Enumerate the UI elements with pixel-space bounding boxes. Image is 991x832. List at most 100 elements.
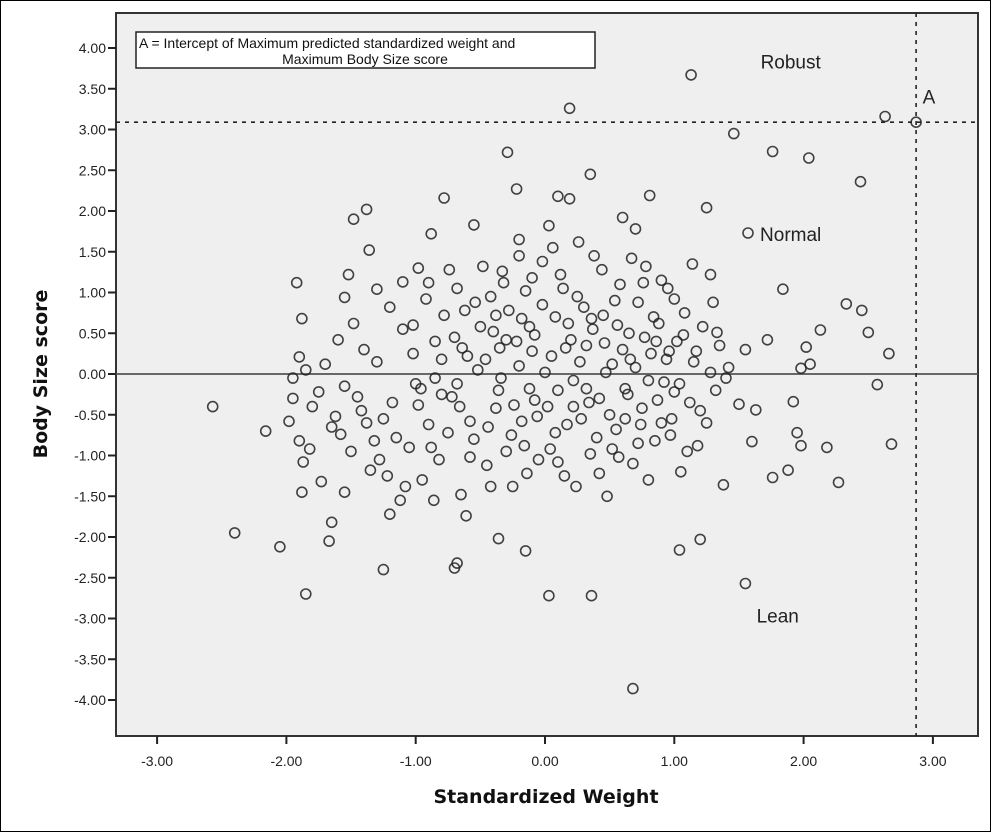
data-point <box>625 252 638 265</box>
data-point <box>766 145 779 158</box>
data-point <box>720 372 732 384</box>
x-tick-label: -1.00 <box>400 753 432 769</box>
data-point <box>487 325 500 338</box>
data-point <box>563 193 576 205</box>
data-point <box>567 400 580 413</box>
data-point <box>519 285 532 297</box>
data-point <box>329 410 342 423</box>
data-point <box>883 347 895 360</box>
data-point <box>455 488 467 501</box>
data-point <box>536 298 549 311</box>
data-point <box>381 470 394 482</box>
data-point <box>371 283 383 296</box>
data-point <box>593 392 606 405</box>
data-point <box>371 355 383 368</box>
data-point <box>557 282 569 295</box>
data-point <box>621 388 634 401</box>
data-point <box>403 441 416 454</box>
data-point <box>668 386 681 398</box>
data-point <box>598 337 611 349</box>
data-point <box>694 404 707 417</box>
data-point <box>649 434 661 447</box>
data-point <box>425 441 438 454</box>
region-annotations: Robust Normal Lean A <box>757 52 936 627</box>
data-point <box>539 366 551 379</box>
data-point <box>492 384 505 397</box>
data-point <box>663 345 675 358</box>
data-point <box>694 533 707 546</box>
data-point <box>704 366 717 379</box>
data-point <box>412 399 425 411</box>
y-tick-label: -3.00 <box>74 611 106 627</box>
data-point <box>704 268 717 281</box>
data-point <box>334 428 347 441</box>
data-point <box>416 474 429 486</box>
data-point <box>713 339 726 352</box>
data-point <box>496 265 509 278</box>
data-point <box>782 464 794 477</box>
annotation-a: A <box>923 87 936 108</box>
data-point <box>422 276 435 289</box>
data-point <box>446 390 458 403</box>
data-point <box>443 263 456 276</box>
data-point <box>523 320 536 333</box>
data-point <box>351 390 364 403</box>
data-point <box>593 467 606 480</box>
data-point <box>420 293 432 305</box>
data-point <box>360 417 373 429</box>
data-point <box>347 317 360 330</box>
data-point <box>572 236 585 248</box>
data-point <box>390 431 403 444</box>
data-point <box>612 451 625 463</box>
data-point <box>814 324 827 336</box>
data-point <box>608 294 621 307</box>
annotation-normal: Normal <box>760 225 821 246</box>
data-point <box>407 347 419 360</box>
data-point <box>650 335 663 348</box>
data-point <box>332 333 344 346</box>
data-point <box>910 116 922 128</box>
data-point <box>451 282 463 295</box>
data-point <box>571 290 584 303</box>
data-point <box>386 396 399 409</box>
data-point <box>319 358 332 371</box>
data-point <box>293 351 306 363</box>
data-point <box>691 439 704 452</box>
data-point <box>611 319 624 331</box>
y-tick-label: 2.00 <box>79 203 106 219</box>
data-point <box>484 290 497 303</box>
data-point <box>749 404 762 416</box>
data-point <box>510 183 523 195</box>
data-point <box>777 283 789 296</box>
x-tick-label: 1.00 <box>661 753 688 769</box>
data-point <box>283 415 295 428</box>
data-point <box>492 532 505 545</box>
data-point <box>293 434 306 447</box>
data-point <box>588 250 600 262</box>
data-point <box>800 341 813 353</box>
data-point <box>632 437 644 450</box>
data-point <box>636 402 648 415</box>
data-points <box>206 69 922 695</box>
data-point <box>634 418 647 431</box>
data-point <box>347 213 360 225</box>
data-point <box>468 433 480 446</box>
y-tick-label: -4.00 <box>74 692 106 708</box>
data-point <box>502 304 515 317</box>
data-point <box>532 453 545 466</box>
annotation-lean: Lean <box>757 607 799 628</box>
data-point <box>585 589 598 602</box>
data-point <box>325 516 338 529</box>
data-point <box>871 378 884 391</box>
data-point <box>396 323 409 336</box>
data-point <box>739 343 752 356</box>
data-point <box>425 228 438 240</box>
data-point <box>879 110 891 123</box>
data-point <box>840 298 853 310</box>
data-point <box>474 320 487 333</box>
data-point <box>658 376 670 388</box>
data-point <box>469 296 482 309</box>
data-point <box>464 451 476 463</box>
data-point <box>448 331 461 344</box>
